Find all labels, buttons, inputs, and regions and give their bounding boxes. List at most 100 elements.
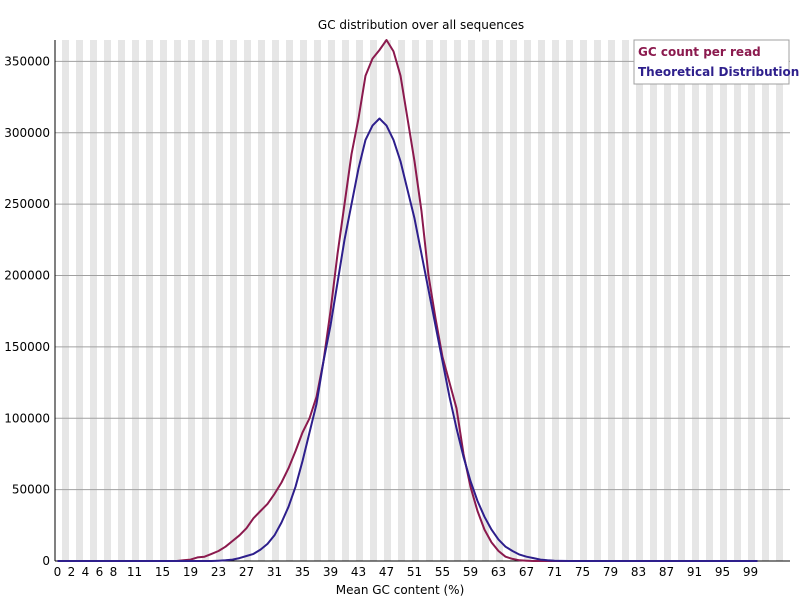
background-band: [496, 40, 503, 561]
background-band: [783, 40, 790, 561]
background-band: [748, 40, 755, 561]
background-band: [356, 40, 363, 561]
x-tick-labels: 0 2 4 6 8 11 15 19 23 27 31 35 39 43 47 51 55 59 63 67 71 75 7…: [54, 565, 758, 579]
background-band: [433, 40, 440, 561]
background-band: [510, 40, 517, 561]
background-band: [244, 40, 251, 561]
background-band: [601, 40, 608, 561]
x-tick-label: 79: [603, 565, 618, 579]
x-tick-label: 15: [155, 565, 170, 579]
background-band: [125, 40, 132, 561]
background-band: [643, 40, 650, 561]
y-tick-label: 150000: [4, 340, 50, 354]
y-tick-label: 250000: [4, 197, 50, 211]
background-band: [370, 40, 377, 561]
background-band: [531, 40, 538, 561]
background-band: [587, 40, 594, 561]
background-band: [720, 40, 727, 561]
x-tick-label: 75: [575, 565, 590, 579]
background-band: [454, 40, 461, 561]
background-band: [608, 40, 615, 561]
background-band: [300, 40, 307, 561]
chart-title: GC distribution over all sequences: [318, 18, 524, 32]
background-band: [727, 40, 734, 561]
background-band: [69, 40, 76, 561]
legend-box: [633, 39, 790, 85]
background-band: [146, 40, 153, 561]
background-band: [202, 40, 209, 561]
background-band: [335, 40, 342, 561]
background-band: [314, 40, 321, 561]
background-band: [307, 40, 314, 561]
background-band: [363, 40, 370, 561]
background-band: [132, 40, 139, 561]
x-tick-label: 31: [267, 565, 282, 579]
background-band: [664, 40, 671, 561]
background-band: [76, 40, 83, 561]
background-band: [426, 40, 433, 561]
x-tick-label: 19: [183, 565, 198, 579]
background-band: [573, 40, 580, 561]
background-band: [139, 40, 146, 561]
y-tick-label: 100000: [4, 411, 50, 425]
x-tick-label: 55: [435, 565, 450, 579]
background-band: [174, 40, 181, 561]
background-band: [636, 40, 643, 561]
x-tick-label: 71: [547, 565, 562, 579]
y-tick-labels: 0 50000 100000 150000 200000 250000 300000 3500…: [4, 54, 50, 568]
background-band: [293, 40, 300, 561]
background-band: [650, 40, 657, 561]
legend: GC count per read Theoretical Distributi…: [633, 39, 799, 85]
background-band: [118, 40, 125, 561]
background-band: [538, 40, 545, 561]
x-tick-label: 11: [127, 565, 142, 579]
x-tick-label: 8: [110, 565, 118, 579]
background-band: [552, 40, 559, 561]
background-band: [55, 40, 62, 561]
x-tick-label: 83: [631, 565, 646, 579]
background-band: [160, 40, 167, 561]
background-band: [167, 40, 174, 561]
x-tick-label: 63: [491, 565, 506, 579]
background-band: [90, 40, 97, 561]
background-band: [489, 40, 496, 561]
x-tick-label: 0: [54, 565, 62, 579]
background-band: [419, 40, 426, 561]
background-band: [181, 40, 188, 561]
background-band: [398, 40, 405, 561]
background-band: [699, 40, 706, 561]
x-tick-label: 23: [211, 565, 226, 579]
series-lines: [57, 39, 758, 562]
background-band: [272, 40, 279, 561]
background-band: [545, 40, 552, 561]
x-tick-label: 47: [379, 565, 394, 579]
x-tick-label: 6: [96, 565, 104, 579]
background-band: [111, 40, 118, 561]
background-band: [559, 40, 566, 561]
x-tick-label: 67: [519, 565, 534, 579]
background-band: [475, 40, 482, 561]
background-band: [769, 40, 776, 561]
background-band: [657, 40, 664, 561]
x-tick-label: 43: [351, 565, 366, 579]
background-band: [468, 40, 475, 561]
x-tick-label: 99: [743, 565, 758, 579]
background-band: [461, 40, 468, 561]
background-band: [188, 40, 195, 561]
y-tick-label: 300000: [4, 126, 50, 140]
y-tick-label: 200000: [4, 269, 50, 283]
background-band: [566, 40, 573, 561]
background-band: [685, 40, 692, 561]
x-tick-label: 59: [463, 565, 478, 579]
background-band: [237, 40, 244, 561]
background-band: [349, 40, 356, 561]
series-line-1: [57, 117, 758, 562]
background-band: [377, 40, 384, 561]
background-band: [391, 40, 398, 561]
background-band: [776, 40, 783, 561]
background-band: [734, 40, 741, 561]
background-band: [615, 40, 622, 561]
background-band: [447, 40, 454, 561]
background-band: [524, 40, 531, 561]
x-tick-label: 39: [323, 565, 338, 579]
